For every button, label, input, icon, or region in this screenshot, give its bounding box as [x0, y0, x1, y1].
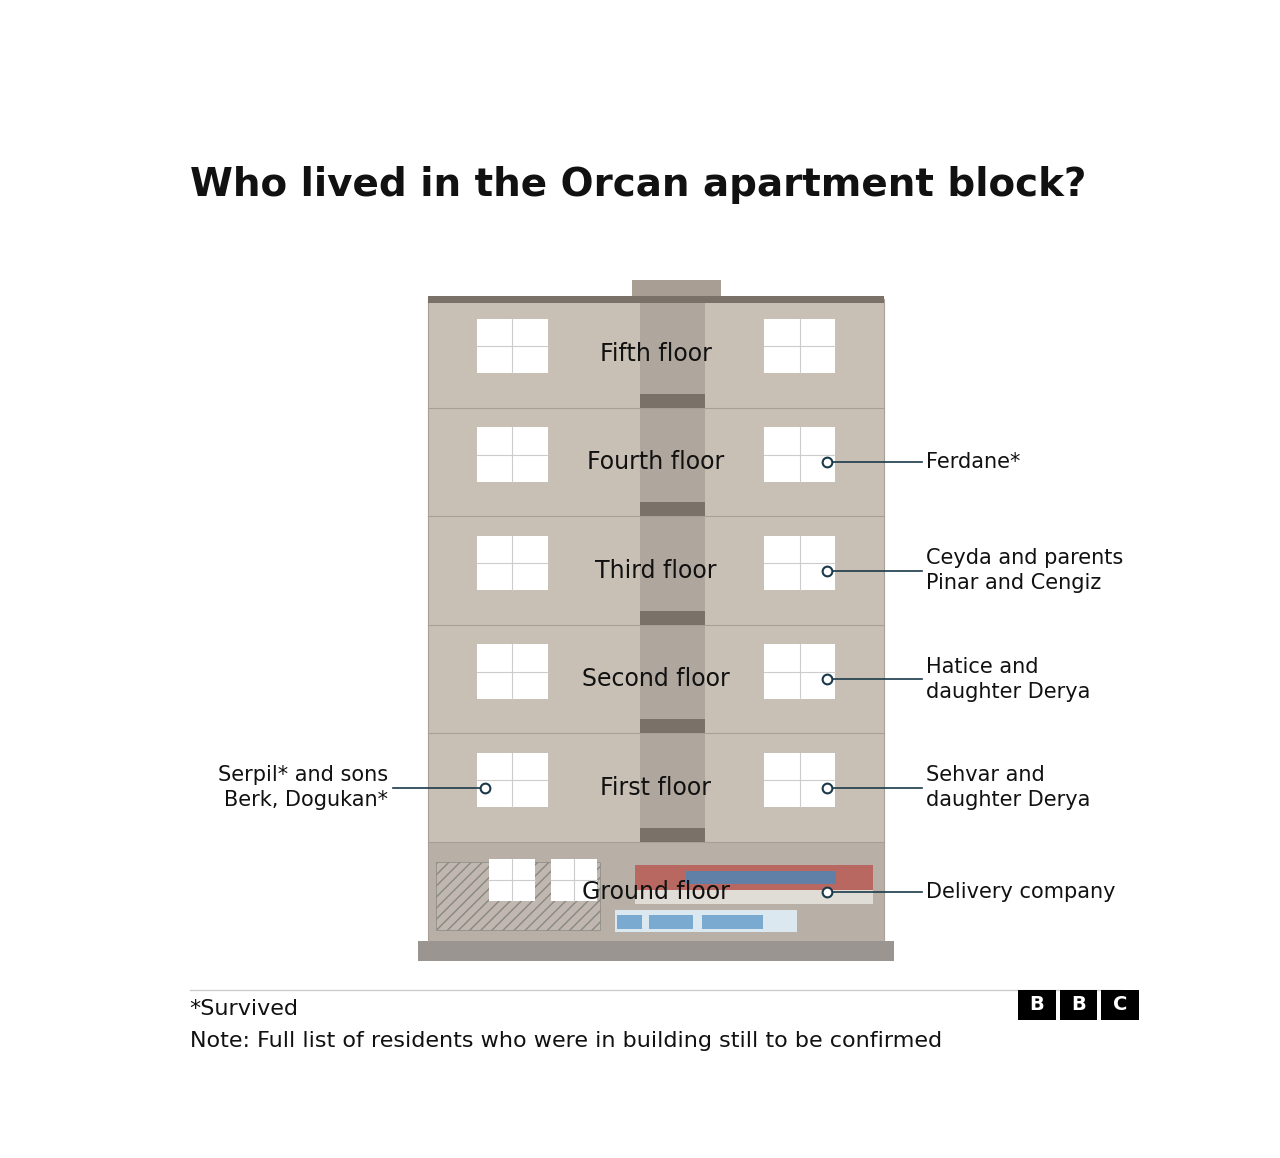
- Bar: [764, 645, 836, 698]
- Text: Delivery company: Delivery company: [925, 881, 1115, 902]
- Text: *Survived: *Survived: [189, 999, 298, 1019]
- Bar: [632, 280, 722, 300]
- Bar: [764, 753, 836, 807]
- Text: C: C: [1114, 995, 1128, 1014]
- Bar: [686, 871, 836, 884]
- Bar: [476, 753, 548, 807]
- Bar: [476, 427, 548, 482]
- Text: Ceyda and parents
Pinar and Cengiz: Ceyda and parents Pinar and Cengiz: [925, 548, 1123, 593]
- Bar: [640, 503, 704, 516]
- Bar: [640, 394, 704, 408]
- Bar: [764, 318, 836, 373]
- Bar: [550, 859, 596, 901]
- Text: B: B: [1029, 995, 1044, 1014]
- Bar: [640, 516, 704, 625]
- Bar: [764, 427, 836, 482]
- Bar: [764, 536, 836, 591]
- Text: Third floor: Third floor: [595, 558, 717, 582]
- Text: Hatice and
daughter Derya: Hatice and daughter Derya: [925, 657, 1091, 702]
- Text: Second floor: Second floor: [582, 667, 730, 691]
- Bar: [614, 910, 797, 931]
- Bar: [640, 611, 704, 625]
- Bar: [635, 889, 873, 903]
- Bar: [428, 296, 884, 303]
- Text: Ground floor: Ground floor: [582, 880, 730, 903]
- Bar: [428, 842, 884, 941]
- Bar: [476, 645, 548, 698]
- Text: Note: Full list of residents who were in building still to be confirmed: Note: Full list of residents who were in…: [189, 1031, 942, 1050]
- Text: Who lived in the Orcan apartment block?: Who lived in the Orcan apartment block?: [189, 166, 1087, 204]
- Bar: [640, 719, 704, 733]
- Text: Serpil* and sons
Berk, Dogukan*: Serpil* and sons Berk, Dogukan*: [218, 765, 388, 811]
- Bar: [640, 408, 704, 516]
- Bar: [640, 733, 704, 842]
- Bar: [428, 300, 884, 842]
- Bar: [635, 865, 873, 889]
- Bar: [640, 828, 704, 842]
- Bar: [617, 915, 643, 929]
- Bar: [476, 318, 548, 373]
- FancyBboxPatch shape: [1101, 990, 1139, 1020]
- FancyBboxPatch shape: [1018, 990, 1056, 1020]
- Bar: [417, 941, 893, 961]
- Bar: [701, 915, 763, 929]
- Bar: [640, 625, 704, 733]
- Text: First floor: First floor: [600, 776, 712, 800]
- Text: Ferdane*: Ferdane*: [925, 453, 1020, 472]
- Text: Sehvar and
daughter Derya: Sehvar and daughter Derya: [925, 765, 1091, 811]
- FancyBboxPatch shape: [1060, 990, 1097, 1020]
- Text: Fifth floor: Fifth floor: [600, 342, 712, 366]
- Bar: [640, 300, 704, 408]
- Bar: [476, 536, 548, 591]
- Text: Fourth floor: Fourth floor: [588, 450, 724, 475]
- Bar: [489, 859, 535, 901]
- Text: B: B: [1071, 995, 1085, 1014]
- Bar: [435, 862, 600, 930]
- Bar: [649, 915, 692, 929]
